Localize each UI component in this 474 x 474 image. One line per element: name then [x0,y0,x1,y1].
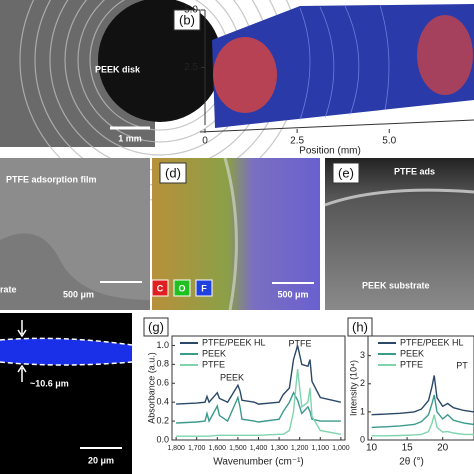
y-tick-label: 0.0 [156,434,169,444]
annotation: PTFE [288,338,311,348]
legend-label: PTFE/PEEK HL [202,337,266,347]
x-tick-label: 1,400 [250,445,268,452]
x-tick-label: 1,000 [332,445,350,452]
x-tick-label: 20 [437,443,449,454]
y-tick-label: 2.5 [184,62,198,73]
scale-label: 500 μm [63,289,94,299]
scale-label: 500 μm [277,289,308,299]
y-tick-label: 5.0 [184,5,198,16]
x-tick-label: 1,800 [167,445,185,452]
panel-tag: (h) [352,319,368,334]
panel-d: (d) C O F 500 μm [151,157,320,311]
x-axis-label: Wavenumber (cm⁻¹) [213,457,303,468]
x-tick-label: 1,200 [291,445,309,452]
substrate-label: rate [0,284,17,294]
y-tick-label: 0.4 [156,397,169,407]
chart: 10 15 20 0 1 2 3 2θ (°) Intensity (10⁴) (h) PT PTFE… [347,317,474,468]
panel-tag: (e) [338,165,354,180]
scale-label: 1 mm [118,133,142,143]
y-tick-label: 2 [360,378,365,388]
legend-label: PEEK [400,348,424,358]
y-tick-label: 0 [360,434,365,444]
legend-label: PTFE/PEEK HL [400,337,464,347]
thickness-label: ~10.6 μm [30,378,69,388]
x-tick-label: 1,700 [188,445,206,452]
y-tick-label: 3 [360,350,365,360]
panel-tag: (g) [148,319,164,334]
series-line [176,369,342,437]
x-tick-label: 5.0 [382,136,396,147]
y-tick-label: 1 [360,406,365,416]
series-line [371,414,474,437]
legend-label: PEEK [202,348,226,358]
legend-label: PTFE [202,359,225,369]
y-tick-label: 0.6 [156,378,169,388]
panel-f: ~10.6 μm 20 μm [0,313,133,474]
y-axis-label: Absorbance (a.u.) [146,352,156,424]
film-label: PTFE ads [394,166,435,176]
x-tick-label: 1,100 [312,445,330,452]
scale-label: 20 μm [88,455,114,465]
chart: 1,800 1,700 1,600 1,500 1,400 1,300 1,200 1,100… [143,317,350,468]
series-line [371,394,474,429]
plot-frame [367,335,474,441]
x-axis-label: Position (mm) [299,146,361,157]
legend-label: PTFE [400,359,423,369]
x-tick-label: 1,600 [209,445,227,452]
x-tick-label: 0 [202,136,208,147]
series-line [176,391,341,424]
element-label: O [178,283,185,293]
series-line [176,345,342,405]
y-axis-label: Intensity (10⁴) [348,360,358,416]
element-label: F [201,283,207,293]
x-tick-label: 1,500 [229,445,247,452]
tag-box [347,317,373,337]
x-tick-label: 10 [366,443,378,454]
annotation: PEEK [220,372,244,382]
element-label: C [157,283,164,293]
panel-e: (e) PTFE ads PEEK substrate [324,158,474,310]
panel-tag: (b) [179,12,195,27]
y-tick-label: 0.2 [156,415,169,425]
x-tick-label: 15 [402,443,414,454]
x-tick-label: 1,300 [270,445,288,452]
disk-label: PEEK disk [95,64,141,74]
y-tick-label: 1.0 [156,340,169,350]
panel-c: PTFE adsorption film rate 500 μm [0,158,150,310]
series-line [371,375,474,416]
substrate-label: PEEK substrate [362,280,430,290]
tag-box [143,317,169,337]
film-label: PTFE adsorption film [6,174,97,184]
annotation: PT [456,360,468,370]
y-tick-label: 0.8 [156,359,169,369]
panel-tag: (d) [165,165,181,180]
x-axis-label: 2θ (°) [399,457,424,468]
panel-b: (b) Position (mm) 0 2.5 5.0 2.5 5.0 [173,4,474,157]
x-tick-label: 2.5 [290,136,304,147]
